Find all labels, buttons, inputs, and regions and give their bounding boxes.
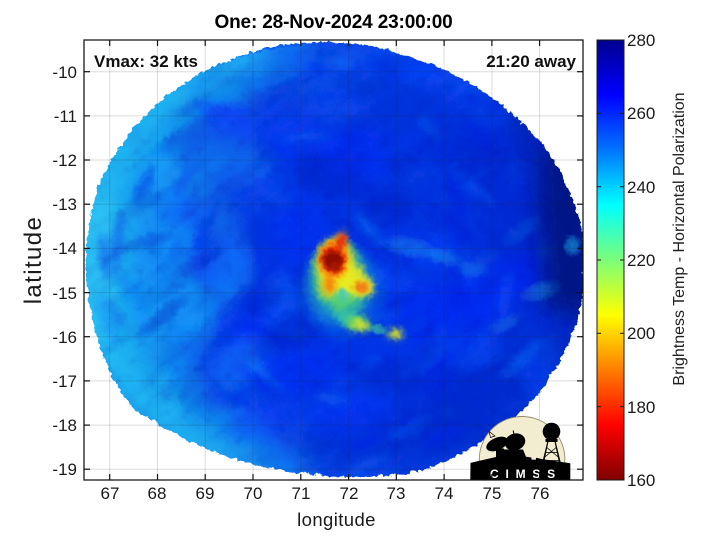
svg-text:CIMSS: CIMSS [490,467,562,481]
